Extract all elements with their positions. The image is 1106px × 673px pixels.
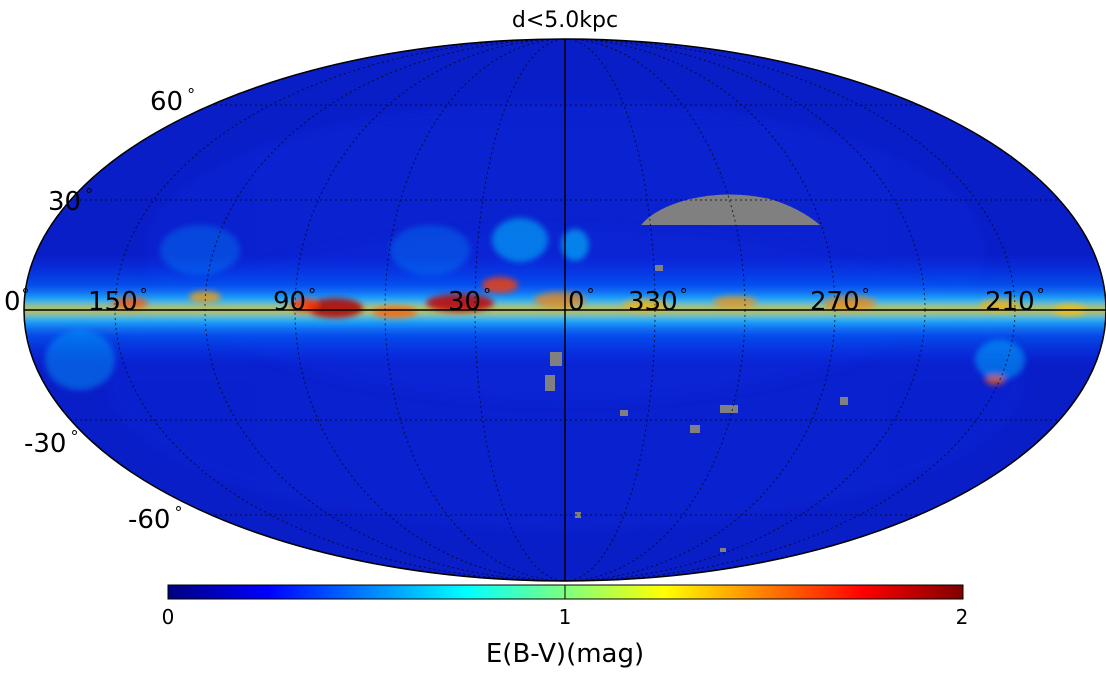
dust-clumps xyxy=(45,218,1086,390)
map-outline xyxy=(23,38,1106,582)
lon-label-90: 90 ° xyxy=(273,285,316,317)
lat-label-minus30: -30 ° xyxy=(24,427,78,459)
lat-label-30: 30 ° xyxy=(48,185,93,217)
colorbar-title: E(B-V)(mag) xyxy=(486,639,644,669)
map-title: d<5.0kpc xyxy=(512,8,618,33)
longitude-labels: 150 ° 90 ° 30 ° 0 ° 330 ° 270 ° 210 ° xyxy=(88,285,1045,317)
missing-data-regions xyxy=(545,194,848,552)
colorbar-max-label: 2 xyxy=(956,605,969,629)
lon-label-270: 270 ° xyxy=(810,285,870,317)
lat-label-60: 60 ° xyxy=(150,85,195,117)
lon-label-150: 150 ° xyxy=(88,285,148,317)
lat-label-0: 0° xyxy=(4,285,30,317)
colorbar-mid-label: 1 xyxy=(559,605,572,629)
lon-label-0: 0 ° xyxy=(568,285,595,317)
lon-label-210: 210 ° xyxy=(985,285,1045,317)
mollweide-map xyxy=(23,38,1106,582)
lat-label-minus60: -60 ° xyxy=(128,503,182,535)
colorbar-min-label: 0 xyxy=(162,605,175,629)
colorbar: 0 1 2 E(B-V)(mag) xyxy=(162,584,969,669)
lon-label-30: 30 ° xyxy=(448,285,491,317)
latitude-labels: 60 ° 30 ° 0° -30 ° -60 ° xyxy=(4,85,195,535)
lon-label-330: 330 ° xyxy=(628,285,688,317)
